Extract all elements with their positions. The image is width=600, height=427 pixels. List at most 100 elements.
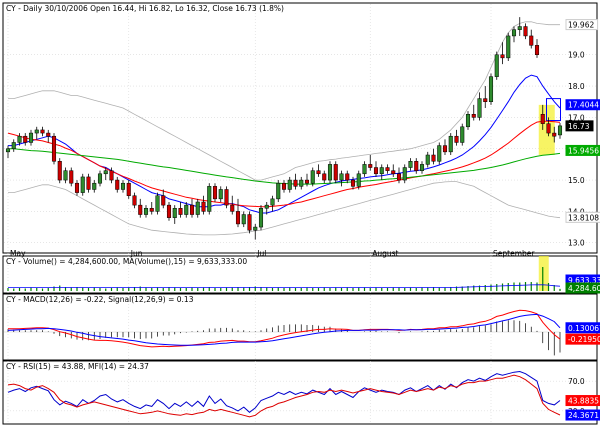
month-label: May — [10, 249, 26, 258]
price-tag: 13.8108 — [568, 213, 599, 222]
candle-body — [385, 167, 390, 171]
candle-body — [310, 170, 315, 184]
candle-body — [224, 189, 229, 206]
candle-body — [517, 26, 522, 30]
candle-body — [264, 204, 269, 209]
month-label: Jul — [256, 249, 266, 258]
candle-body — [293, 179, 298, 187]
candle-body — [419, 164, 425, 171]
candle-body — [207, 186, 212, 212]
candle-body — [287, 179, 292, 190]
macd-title: CY - MACD(12,26) = -0.22, Signal(12,26,9… — [6, 295, 194, 304]
volume-highlight — [538, 256, 549, 291]
price-tag: 17.4044 — [568, 101, 599, 110]
bollinger-band-line — [8, 21, 560, 181]
mfi-line — [7, 374, 561, 418]
candle-body — [23, 135, 28, 143]
candle-body — [86, 176, 91, 190]
candle-body — [431, 154, 436, 162]
candle-body — [241, 214, 246, 225]
price-y-tick-label: 15.0 — [568, 176, 585, 185]
candle-body — [391, 170, 396, 175]
candle-body — [97, 173, 103, 184]
candle-body — [557, 125, 563, 136]
price-y-tick-label: 19.0 — [568, 51, 585, 60]
candle-body — [74, 182, 80, 193]
candle-body — [178, 208, 183, 215]
candle-body — [339, 173, 344, 181]
candle-body — [172, 208, 177, 218]
candle-body — [316, 170, 321, 175]
candle-body — [184, 204, 189, 215]
rsi-line — [7, 370, 561, 413]
candle-body — [201, 201, 206, 212]
price-y-tick-label: 13.0 — [568, 239, 585, 248]
candle-body — [414, 161, 419, 171]
price-tag: 16.73 — [568, 122, 590, 131]
candle-body — [356, 173, 361, 187]
candle-body — [40, 129, 45, 134]
candle-body — [258, 208, 264, 228]
candle-body — [442, 145, 448, 153]
rsi-y-tick-label: 70.0 — [568, 377, 585, 386]
candle-body — [396, 173, 402, 181]
candle-body — [471, 114, 476, 118]
candle-body — [281, 182, 287, 190]
volume-panel: 9,633.334,284.60 — [7, 256, 600, 294]
candle-body — [454, 135, 459, 143]
rsi-tag: 43.8835 — [568, 397, 599, 406]
candle-body — [138, 204, 143, 215]
candle-body — [333, 164, 338, 181]
volume-ma-line — [8, 284, 561, 288]
price-panel-frame — [2, 2, 598, 254]
price-tag-box — [565, 120, 594, 132]
candle-body — [425, 154, 430, 165]
candle-body — [11, 142, 16, 149]
candle-body — [506, 35, 511, 59]
candle-body — [362, 164, 367, 175]
macd-panel-frame — [2, 293, 598, 361]
macd-panel: 0.130067 -0.219504 — [4, 309, 600, 356]
mfi-tag: 24.3671 — [568, 411, 599, 420]
candle-body — [276, 182, 281, 200]
macd-line — [8, 309, 561, 348]
candle-body — [149, 208, 154, 212]
candle-body — [488, 76, 494, 102]
bracket-box — [546, 98, 561, 122]
candle-body — [103, 170, 108, 175]
macd-tag: -0.219504 — [568, 335, 600, 344]
bollinger-band-line — [8, 181, 561, 236]
rsi-tag-box — [565, 395, 600, 407]
candle-body — [494, 54, 499, 77]
candle-body — [5, 148, 11, 153]
volume-ma-tag: 9,633.33 — [568, 276, 600, 285]
candle-body — [57, 161, 62, 181]
candle-body — [299, 179, 304, 187]
candle-body — [34, 129, 39, 134]
candle-body — [109, 170, 114, 181]
price-tag: 15.9456 — [568, 146, 599, 155]
signal-tag: 0.130067 — [568, 324, 600, 333]
candle-body — [63, 170, 68, 181]
volume-tag: 4,284.60 — [568, 284, 600, 293]
candle-body — [120, 182, 126, 190]
price-tag-box — [565, 211, 600, 223]
price-y-tick-label: 18.0 — [568, 82, 585, 91]
candle-body — [500, 54, 505, 59]
rsi-title: CY - RSI(15) = 43.88, MFI(14) = 24.37 — [6, 362, 149, 371]
price-tag-box — [565, 19, 599, 31]
signal-tag-box — [565, 322, 600, 334]
price-panel: 13.014.015.016.017.018.019.0MayJunJulAug… — [4, 4, 600, 424]
candle-body — [345, 173, 350, 181]
candle-body — [132, 195, 137, 206]
price-y-tick-label: 17.0 — [568, 113, 585, 122]
candle-body — [523, 26, 528, 37]
candle-body — [17, 135, 22, 143]
candle-body — [230, 204, 235, 212]
candle-body — [350, 179, 356, 187]
volume-panel-frame — [2, 255, 598, 294]
price-tag: 19.962 — [568, 21, 594, 30]
candle-body — [437, 145, 442, 162]
price-tag-box — [565, 99, 600, 111]
price-title: CY - Daily 30/10/2006 Open 16.44, Hi 16.… — [6, 4, 284, 13]
